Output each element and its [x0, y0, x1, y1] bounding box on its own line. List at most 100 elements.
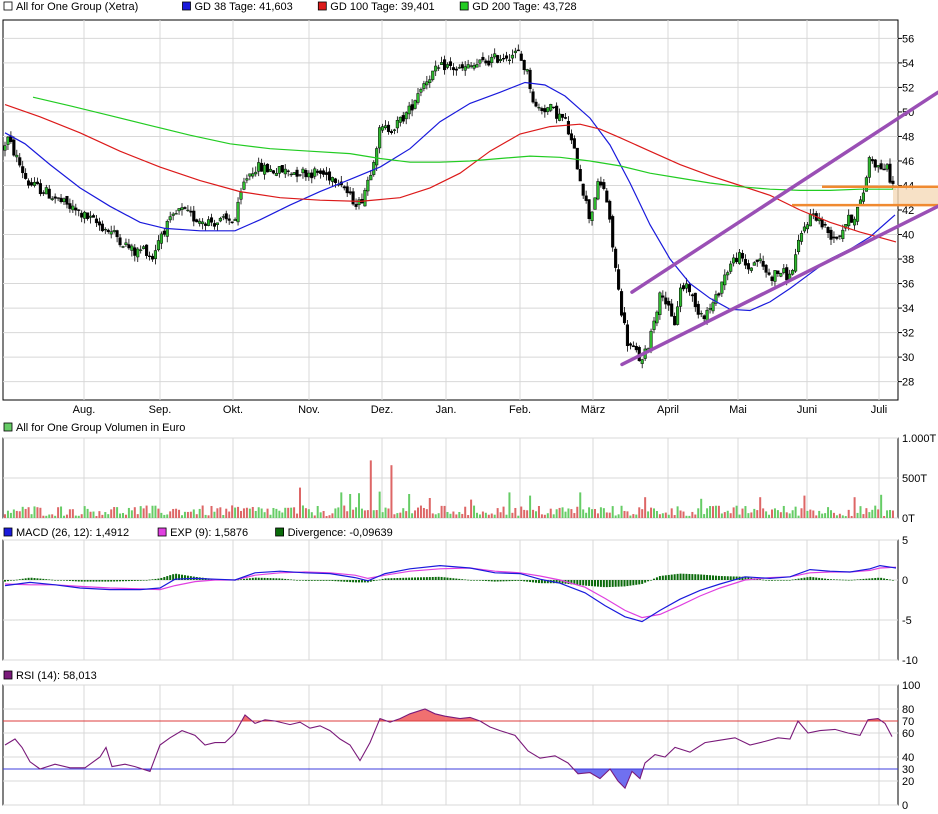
candle-body: [885, 164, 889, 170]
candle-body: [466, 64, 470, 69]
macd-histogram-bar: [617, 580, 620, 587]
macd-histogram-bar: [585, 580, 588, 586]
macd-histogram-bar: [145, 580, 148, 581]
volume-bar: [608, 512, 611, 518]
volume-bar: [443, 505, 446, 518]
candle-body: [437, 67, 441, 69]
macd-histogram-bar: [98, 580, 101, 582]
volume-bar: [278, 510, 281, 518]
volume-bar: [611, 506, 614, 518]
volume-bar: [762, 508, 765, 518]
macd-histogram-bar: [776, 580, 779, 581]
volume-bar: [86, 508, 89, 518]
macd-histogram-bar: [110, 580, 113, 582]
volume-bar: [791, 510, 794, 518]
candle-body: [861, 192, 866, 202]
candle-body: [504, 55, 509, 59]
macd-histogram-bar: [304, 580, 307, 581]
volume-bar: [653, 508, 655, 518]
macd-histogram-bar: [830, 579, 832, 580]
volume-bar: [720, 513, 723, 518]
volume-bar: [785, 512, 788, 518]
candle-body: [392, 129, 396, 131]
volume-bar: [130, 510, 133, 518]
volume-bar: [605, 512, 608, 518]
macd-histogram-bar: [685, 573, 688, 580]
legend-label-1: EXP (9): 1,5876: [170, 527, 248, 539]
macd-histogram-bar: [664, 575, 667, 580]
volume-bar: [891, 510, 894, 518]
macd-histogram-bar: [570, 580, 573, 585]
macd-histogram-bar: [266, 578, 269, 580]
volume-bar: [68, 509, 71, 518]
candle-body: [139, 249, 143, 251]
volume-bar: [172, 508, 175, 518]
price-tick-label: 36: [902, 279, 914, 291]
candle-body: [679, 287, 683, 307]
candle-body: [274, 172, 278, 176]
macd-histogram-bar: [535, 580, 537, 583]
macd-histogram-bar: [588, 580, 591, 586]
candle-body: [823, 223, 827, 226]
candle-body: [115, 230, 119, 238]
volume-bar: [77, 515, 80, 518]
candle-body: [472, 65, 476, 69]
candle-body: [422, 83, 426, 89]
candle-body: [251, 173, 255, 177]
macd-histogram-bar: [765, 580, 768, 581]
volume-bar: [847, 509, 850, 518]
macd-histogram-bar: [278, 578, 281, 580]
macd-histogram-bar: [251, 577, 254, 580]
candle-body: [142, 246, 146, 249]
volume-bar: [478, 514, 481, 518]
rsi-axis: 100 80 60 40 20 0: [902, 680, 920, 812]
candle-body: [410, 104, 414, 111]
candle-body: [130, 245, 134, 251]
macd-histogram-bar: [812, 577, 815, 580]
candle-body: [41, 192, 45, 194]
macd-histogram-bar: [175, 573, 178, 580]
volume-bar: [157, 508, 160, 518]
candle-body: [832, 236, 836, 239]
candle-body: [752, 262, 756, 266]
volume-bar: [319, 512, 322, 518]
volume-bar: [225, 508, 228, 518]
macd-histogram-bar: [862, 578, 865, 580]
volume-bar: [269, 514, 272, 518]
volume-bar: [667, 514, 670, 518]
candle-body: [201, 221, 205, 225]
macd-histogram-bar: [358, 580, 360, 583]
volume-bar: [434, 514, 437, 518]
macd-histogram-bar: [602, 580, 605, 588]
macd-histogram-bar: [154, 578, 157, 580]
candle-body: [457, 67, 461, 69]
volume-bar: [390, 465, 393, 518]
candle-body: [401, 115, 405, 122]
macd-histogram-bar: [48, 579, 51, 581]
macd-histogram-bar: [546, 580, 549, 584]
volume-bar: [408, 494, 411, 518]
volume-bar: [139, 506, 142, 518]
volume-bar: [455, 514, 458, 518]
candle-body: [469, 65, 473, 67]
macd-histogram-bar: [183, 575, 186, 580]
price-tick-label: 30: [902, 352, 914, 364]
legend-swatch: [3, 422, 13, 432]
candle-body: [590, 211, 594, 221]
volume-bar: [51, 514, 54, 518]
macd-histogram-bar: [889, 579, 891, 581]
candle-body: [864, 177, 868, 192]
macd-histogram-bar: [455, 578, 458, 580]
macd-histogram-bar: [844, 579, 847, 581]
candle-body: [481, 56, 485, 61]
price-axis: 565452504846444240383634323028: [898, 33, 914, 389]
candle-body: [676, 306, 680, 325]
volume-bar: [529, 495, 532, 518]
volume-bar: [487, 514, 490, 518]
macd-histogram-bar: [343, 580, 346, 582]
macd-histogram-bar: [496, 580, 499, 582]
macd-histogram-bar: [773, 580, 776, 581]
volume-bar: [116, 507, 119, 518]
candle-body: [743, 259, 748, 266]
volume-bar: [490, 513, 493, 518]
